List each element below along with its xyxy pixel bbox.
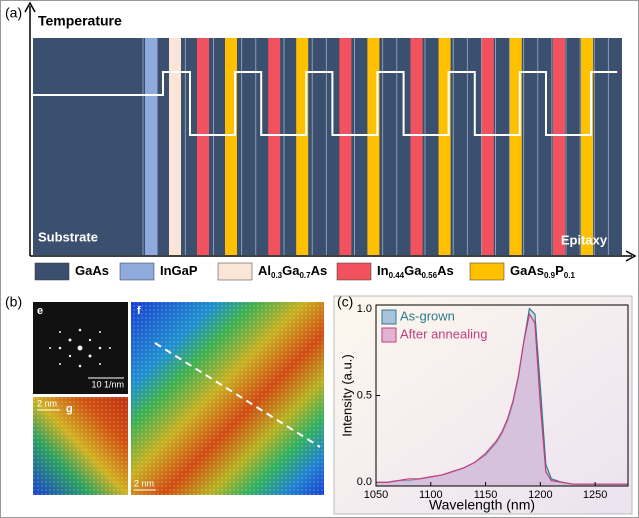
diffraction-spot — [99, 331, 101, 333]
x-tick-label: 1050 — [364, 489, 388, 501]
layer — [553, 38, 565, 255]
layer — [225, 38, 237, 255]
area — [376, 314, 628, 486]
diffraction-spot — [78, 328, 82, 332]
layer — [169, 38, 181, 255]
legend-label: As-grown — [400, 308, 455, 323]
subscript: 0.1 — [564, 271, 576, 280]
diffraction-spot — [59, 331, 61, 333]
legend-text: P — [555, 263, 564, 278]
diffraction-spot — [77, 345, 83, 351]
legend-text: Al — [258, 263, 271, 278]
layer — [481, 38, 494, 255]
legend-label: InGaP — [160, 263, 198, 278]
axis-arrow — [625, 250, 637, 262]
diffraction-spot — [49, 347, 51, 349]
scale-label: 10 1/nm — [91, 379, 124, 389]
axis-label: Temperature — [38, 13, 122, 29]
diffraction-spot — [78, 364, 82, 368]
scale-label: 2 nm — [37, 398, 57, 408]
legend-text: Ga — [282, 263, 300, 278]
x-tick-label: 1250 — [583, 489, 607, 501]
diffraction-spot — [68, 354, 72, 358]
layer — [197, 38, 209, 255]
layer — [268, 38, 281, 255]
diffraction-spot — [98, 346, 102, 350]
x-tick-label: 1150 — [474, 489, 498, 501]
legend-text: GaAs — [75, 263, 109, 278]
image-label: f — [137, 305, 141, 317]
legend-label: GaAs0.9P0.1 — [510, 263, 575, 280]
image-label: e — [37, 305, 43, 317]
legend-swatch — [217, 262, 253, 281]
y-axis-label: Intensity (a.u.) — [339, 354, 354, 436]
layer — [367, 38, 380, 255]
legend-swatch — [381, 327, 397, 343]
image-label: g — [66, 403, 73, 415]
x-tick-label: 1100 — [419, 489, 443, 501]
diffraction-spot — [109, 347, 111, 349]
subscript: 0.9 — [544, 271, 556, 280]
legend-text: In — [377, 263, 389, 278]
layer — [438, 38, 451, 255]
subscript: 0.56 — [421, 271, 437, 280]
legend-swatch — [469, 262, 505, 281]
diffraction-spot — [88, 354, 92, 358]
layer — [339, 38, 352, 255]
diffraction-spot — [58, 346, 62, 350]
diffraction-spot — [68, 338, 72, 342]
legend-swatch — [34, 262, 70, 281]
diffraction-spot — [99, 363, 101, 365]
legend-label: GaAs — [75, 263, 109, 278]
temperature-profile — [33, 71, 618, 136]
image-texture — [33, 397, 128, 495]
y-tick-label: 1.0 — [357, 303, 372, 315]
legend-text: InGaP — [160, 263, 198, 278]
layer — [410, 38, 423, 255]
legend-text: As — [437, 263, 454, 278]
legend-label: Al0.3Ga0.7As — [258, 263, 327, 280]
panel-label: (a) — [5, 5, 22, 21]
y-tick-label: 0.0 — [357, 476, 372, 488]
layer — [296, 38, 309, 255]
line — [376, 312, 628, 485]
y-tick-label: 0.5 — [357, 389, 372, 401]
diffraction-spot — [59, 363, 61, 365]
legend-swatch — [119, 262, 155, 281]
layer — [509, 38, 522, 255]
subscript: 0.7 — [299, 271, 311, 280]
legend-text: As — [311, 263, 328, 278]
legend-label: In0.44Ga0.56As — [377, 263, 454, 280]
scale-label: 2 nm — [134, 478, 154, 488]
region-label: Epitaxy — [561, 232, 608, 247]
image-texture — [131, 302, 324, 495]
legend-text: GaAs — [510, 263, 544, 278]
substrate — [33, 38, 143, 255]
legend-swatch — [336, 262, 372, 281]
x-tick-label: 1200 — [528, 489, 552, 501]
panel-label: (b) — [5, 294, 22, 310]
legend-text: Ga — [404, 263, 422, 278]
diffraction-spot — [88, 338, 92, 342]
legend-label: After annealing — [400, 326, 487, 341]
panel-label: (c) — [337, 294, 353, 310]
layer — [145, 38, 157, 255]
axis-arrow — [24, 1, 36, 13]
subscript: 0.3 — [271, 271, 283, 280]
dashed-guide — [154, 342, 321, 448]
legend-swatch — [381, 309, 397, 325]
subscript: 0.44 — [389, 271, 405, 280]
layer — [581, 38, 593, 255]
x-axis-label: Wavelength (nm) — [429, 497, 535, 513]
region-label: Substrate — [38, 229, 98, 244]
